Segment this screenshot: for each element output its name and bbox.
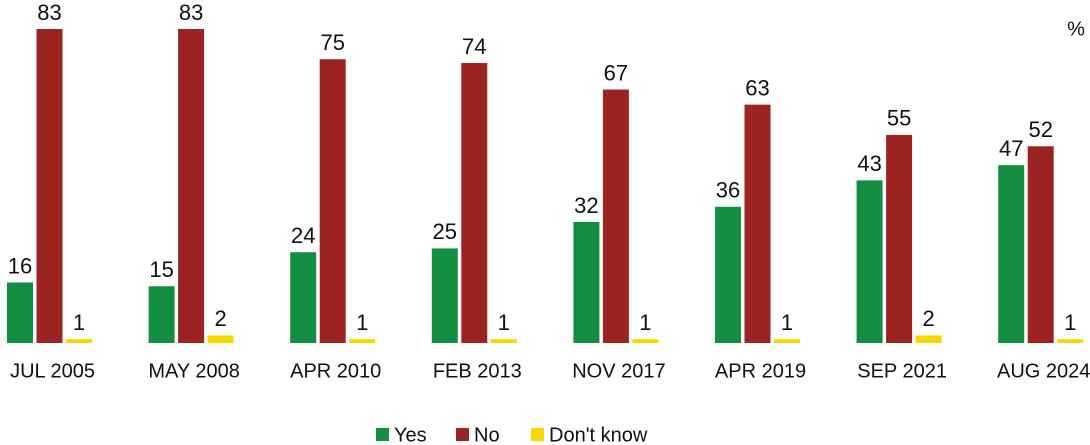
value-label: 24 <box>291 223 315 248</box>
x-tick-label: SEP 2021 <box>857 360 947 382</box>
value-label: 83 <box>37 0 61 25</box>
bar <box>886 134 913 343</box>
bar <box>998 165 1025 343</box>
unit-label: % <box>1067 18 1085 40</box>
bar <box>774 339 800 343</box>
value-label: 75 <box>320 30 344 55</box>
bar <box>573 221 600 343</box>
value-label: 63 <box>745 75 769 100</box>
bar <box>319 59 346 343</box>
bar <box>349 339 376 343</box>
value-label: 2 <box>922 306 934 331</box>
x-tick-label: JUL 2005 <box>10 360 95 382</box>
value-label: 16 <box>8 253 32 278</box>
value-label: 1 <box>781 310 793 335</box>
bar <box>36 29 63 343</box>
value-label: 1 <box>73 310 85 335</box>
value-label: 74 <box>462 34 486 59</box>
x-tick-label: MAY 2008 <box>148 360 240 382</box>
value-label: 25 <box>433 219 457 244</box>
x-tick-label: APR 2019 <box>715 360 806 382</box>
bar <box>490 339 517 343</box>
value-label: 15 <box>149 257 173 282</box>
bar <box>148 286 175 343</box>
legend-swatch <box>456 428 469 441</box>
bar <box>856 180 883 343</box>
value-label: 32 <box>574 193 598 218</box>
x-tick-label: NOV 2017 <box>572 360 665 382</box>
bar <box>178 29 205 343</box>
value-label: 2 <box>214 306 226 331</box>
legend-label: Don't know <box>549 424 648 445</box>
bar <box>207 335 234 343</box>
value-label: 55 <box>887 106 911 131</box>
value-label: 36 <box>716 178 740 203</box>
legend-swatch <box>376 428 389 441</box>
legend-label: Yes <box>394 424 427 445</box>
bar <box>66 339 92 343</box>
value-label: 67 <box>604 60 628 85</box>
legend-swatch <box>531 428 544 441</box>
bar <box>7 282 33 343</box>
value-label: 1 <box>639 310 651 335</box>
bar <box>431 248 458 343</box>
bar <box>290 252 317 343</box>
bar <box>715 206 741 343</box>
bar <box>1057 339 1084 343</box>
legend-label: No <box>474 424 500 445</box>
bar <box>602 89 629 343</box>
value-label: 52 <box>1028 117 1052 142</box>
bar <box>744 104 771 343</box>
value-label: 1 <box>356 310 368 335</box>
bar <box>915 335 942 343</box>
bar <box>461 63 488 344</box>
x-tick-label: APR 2010 <box>290 360 381 382</box>
value-label: 1 <box>498 310 510 335</box>
bar <box>632 339 659 343</box>
x-tick-label: FEB 2013 <box>433 360 522 382</box>
value-label: 1 <box>1064 310 1076 335</box>
x-tick-label: AUG 2024 <box>997 360 1090 382</box>
value-label: 47 <box>999 136 1023 161</box>
bar <box>1027 146 1054 343</box>
value-label: 43 <box>857 151 881 176</box>
value-label: 83 <box>179 0 203 25</box>
